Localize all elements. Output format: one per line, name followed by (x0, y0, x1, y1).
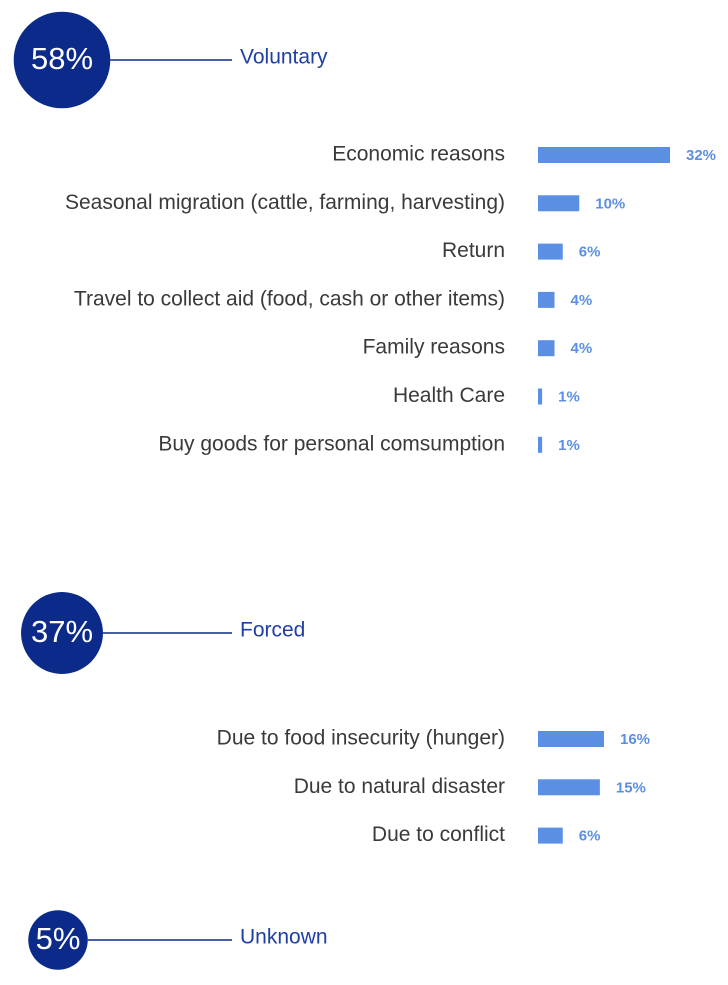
value-label: 1% (558, 388, 580, 405)
bar (538, 195, 580, 212)
bar (538, 147, 670, 163)
total-label: 37% (31, 614, 93, 649)
group-title: Voluntary (240, 46, 328, 69)
category-label: Return (442, 239, 505, 262)
value-label: 10% (595, 195, 625, 212)
total-label: 5% (36, 921, 81, 956)
total-circle (28, 910, 88, 970)
category-label: Family reasons (363, 336, 505, 359)
value-label: 16% (620, 731, 650, 748)
value-label: 4% (571, 340, 593, 357)
value-label: 32% (686, 147, 716, 164)
bar (538, 436, 543, 453)
category-label: Due to natural disaster (294, 775, 505, 798)
category-label: Due to conflict (372, 823, 505, 846)
bar (538, 243, 563, 260)
value-label: 4% (571, 292, 593, 309)
total-circle (13, 11, 111, 109)
category-label: Buy goods for personal comsumption (158, 432, 505, 455)
value-label: 6% (579, 244, 601, 261)
bar (538, 291, 555, 308)
category-label: Economic reasons (332, 143, 505, 166)
total-label: 58% (31, 41, 93, 76)
bar (538, 779, 600, 796)
value-label: 1% (558, 437, 580, 454)
group-title: Forced (240, 619, 305, 642)
bar (538, 340, 555, 357)
bar (538, 731, 604, 747)
category-label: Due to food insecurity (hunger) (217, 727, 505, 750)
value-label: 15% (616, 779, 646, 796)
category-label: Travel to collect aid (food, cash or oth… (74, 287, 505, 310)
value-label: 6% (579, 828, 601, 845)
bar (538, 388, 543, 405)
group-title: Unknown (240, 926, 328, 949)
category-label: Seasonal migration (cattle, farming, har… (65, 191, 505, 214)
bar (538, 827, 563, 844)
total-circle (21, 592, 103, 674)
category-label: Health Care (393, 384, 505, 407)
